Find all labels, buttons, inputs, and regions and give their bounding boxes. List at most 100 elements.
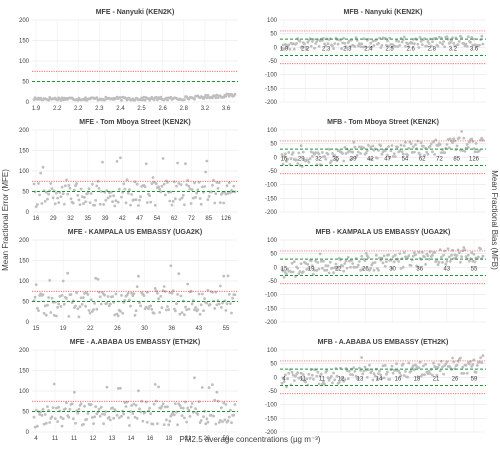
data-point	[149, 304, 153, 308]
data-point	[478, 149, 481, 152]
data-point	[438, 41, 442, 44]
x-tick-label: 30	[141, 326, 148, 332]
data-point	[368, 45, 371, 49]
data-point	[466, 35, 470, 39]
data-point	[324, 264, 328, 267]
data-point	[387, 145, 390, 148]
data-point	[280, 46, 284, 50]
data-point	[174, 309, 177, 313]
data-point	[456, 43, 460, 46]
data-point	[346, 377, 350, 381]
data-point	[154, 182, 158, 186]
data-point	[336, 265, 340, 269]
chart-panel-2: MFB - Nanyuki (KEN2K) 100 50 0 -50 -100 -150 -2…	[265, 9, 486, 106]
data-point	[71, 201, 75, 205]
data-point	[327, 271, 331, 275]
data-point	[416, 42, 420, 46]
y-tick-label: -100	[265, 403, 278, 409]
data-point	[69, 197, 73, 201]
data-point	[322, 259, 325, 263]
data-point	[373, 374, 377, 378]
data-point	[157, 385, 161, 389]
data-point	[152, 311, 156, 315]
data-point	[208, 303, 212, 306]
data-point	[411, 254, 415, 258]
y-tick-label: 150	[19, 39, 30, 45]
data-point	[363, 259, 367, 262]
data-point	[355, 39, 359, 42]
y-tick-label: 0	[274, 155, 278, 161]
data-point	[349, 265, 352, 269]
data-point	[69, 293, 73, 296]
scatter-series	[280, 354, 485, 389]
data-point	[44, 313, 48, 317]
data-point	[59, 415, 63, 419]
y-tick-label: 0	[26, 210, 30, 216]
data-point	[464, 363, 468, 367]
data-point	[78, 305, 82, 309]
data-point	[145, 420, 149, 424]
data-point	[68, 186, 72, 190]
data-point	[460, 372, 463, 375]
data-point	[179, 183, 183, 187]
data-point	[171, 200, 175, 203]
x-tick-label: 19	[60, 326, 67, 332]
data-point	[103, 293, 107, 297]
data-point	[468, 362, 471, 366]
panel-title: MFE - Nanyuki (KEN2K)	[96, 9, 175, 16]
data-point	[440, 255, 443, 259]
data-point	[295, 42, 298, 45]
data-point	[282, 154, 286, 158]
data-point	[374, 253, 378, 257]
data-point	[333, 266, 337, 269]
data-point	[427, 257, 431, 261]
data-point	[420, 43, 424, 47]
data-point	[472, 147, 476, 151]
data-point	[330, 374, 333, 378]
data-point	[368, 268, 371, 272]
data-point	[75, 291, 78, 295]
data-point	[154, 96, 158, 99]
data-point	[123, 401, 127, 404]
data-point	[447, 146, 451, 150]
data-point	[55, 314, 58, 318]
data-point	[134, 403, 138, 407]
data-point	[479, 356, 482, 360]
data-point	[404, 44, 407, 48]
data-point	[60, 185, 64, 189]
data-point	[92, 308, 95, 311]
data-point	[337, 381, 341, 384]
data-point	[126, 291, 130, 295]
data-point	[92, 422, 95, 425]
data-point	[397, 369, 401, 373]
data-point	[145, 201, 149, 204]
data-point	[472, 37, 476, 41]
data-point	[59, 305, 63, 308]
panel-title: MFB - Nanyuki (KEN2K)	[344, 9, 423, 16]
x-tick-label: 16	[147, 436, 154, 442]
data-point	[95, 307, 99, 311]
x-tick-label: 2.6	[406, 46, 415, 52]
y-tick-label: -50	[268, 169, 277, 175]
data-point	[218, 419, 222, 422]
data-point	[327, 148, 331, 151]
data-point	[202, 415, 205, 418]
data-point	[46, 405, 49, 408]
scatter-series	[32, 156, 237, 209]
data-point	[176, 293, 180, 296]
data-point	[411, 364, 415, 368]
data-point	[49, 182, 53, 185]
data-point	[400, 150, 404, 154]
data-point	[393, 253, 397, 257]
data-point	[91, 182, 94, 186]
data-point	[116, 314, 120, 318]
data-point	[404, 140, 407, 144]
data-point	[282, 47, 286, 51]
data-point	[47, 192, 50, 196]
data-point	[351, 373, 355, 377]
data-point	[438, 369, 442, 373]
data-point	[217, 181, 221, 185]
data-point	[436, 144, 440, 148]
data-point	[167, 308, 171, 312]
data-point	[34, 408, 38, 412]
